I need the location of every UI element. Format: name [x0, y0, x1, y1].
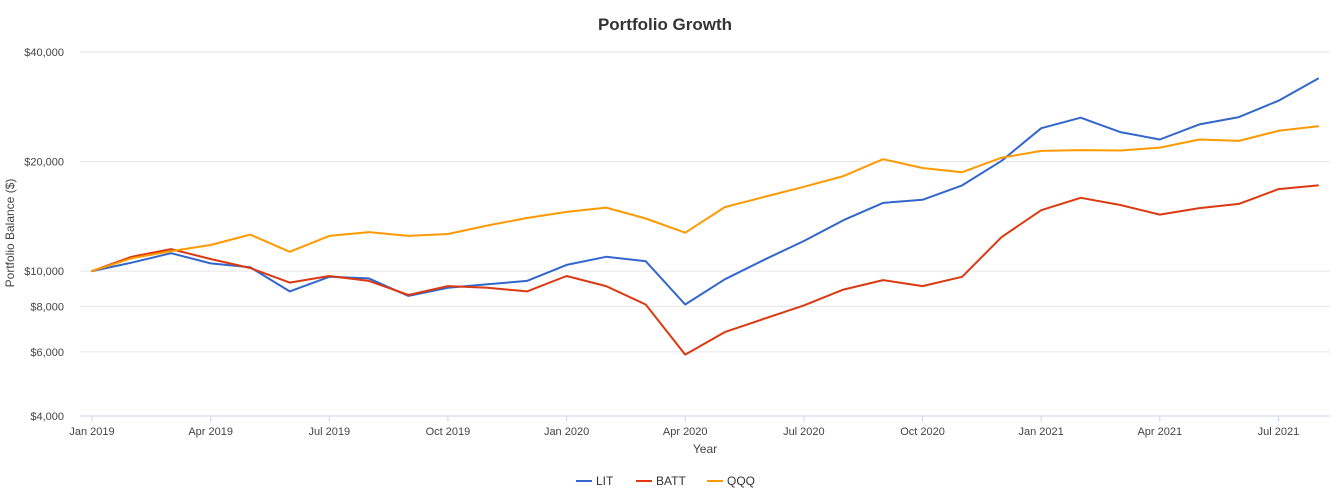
- chart-title: Portfolio Growth: [598, 15, 732, 34]
- legend-label-batt: BATT: [656, 474, 686, 488]
- y-tick-label: $6,000: [30, 347, 64, 359]
- series-points-lit: [89, 76, 1321, 308]
- legend: LIT BATT QQQ: [576, 474, 755, 488]
- y-tick-label: $10,000: [24, 266, 64, 278]
- legend-item-lit[interactable]: LIT: [576, 474, 614, 488]
- y-tick-label: $4,000: [30, 411, 64, 423]
- x-tick-label: Jul 2019: [308, 426, 350, 438]
- y-tick-label: $20,000: [24, 157, 64, 169]
- y-axis-ticks: $4,000 $6,000 $8,000 $10,000 $20,000 $40,000: [24, 47, 64, 423]
- series-lines: [89, 76, 1321, 356]
- x-tick-label: Oct 2019: [426, 426, 471, 438]
- x-tick-label: Jan 2020: [544, 426, 589, 438]
- legend-label-lit: LIT: [596, 474, 614, 488]
- series-points-qqq: [89, 123, 1321, 274]
- legend-item-qqq[interactable]: QQQ: [707, 474, 755, 488]
- x-tick-label: Apr 2021: [1137, 426, 1182, 438]
- legend-item-batt[interactable]: BATT: [636, 474, 686, 488]
- legend-label-qqq: QQQ: [727, 474, 755, 488]
- y-tick-label: $40,000: [24, 47, 64, 59]
- y-axis-title: Portfolio Balance ($): [3, 179, 17, 288]
- series-line-lit[interactable]: [91, 77, 1319, 306]
- x-axis-title: Year: [693, 442, 717, 456]
- gridlines: [80, 51, 1330, 353]
- series-line-qqq[interactable]: [91, 125, 1319, 273]
- x-tick-label: Jul 2021: [1258, 426, 1300, 438]
- x-tick-label: Oct 2020: [900, 426, 945, 438]
- x-axis-ticks: Jan 2019 Apr 2019 Jul 2019 Oct 2019 Jan 2020…: [69, 416, 1299, 438]
- x-tick-label: Jul 2020: [783, 426, 825, 438]
- x-tick-label: Apr 2020: [663, 426, 708, 438]
- series-line-batt[interactable]: [91, 184, 1319, 356]
- x-tick-label: Apr 2019: [188, 426, 233, 438]
- y-tick-label: $8,000: [30, 301, 64, 313]
- x-tick-label: Jan 2021: [1019, 426, 1064, 438]
- x-tick-label: Jan 2019: [69, 426, 114, 438]
